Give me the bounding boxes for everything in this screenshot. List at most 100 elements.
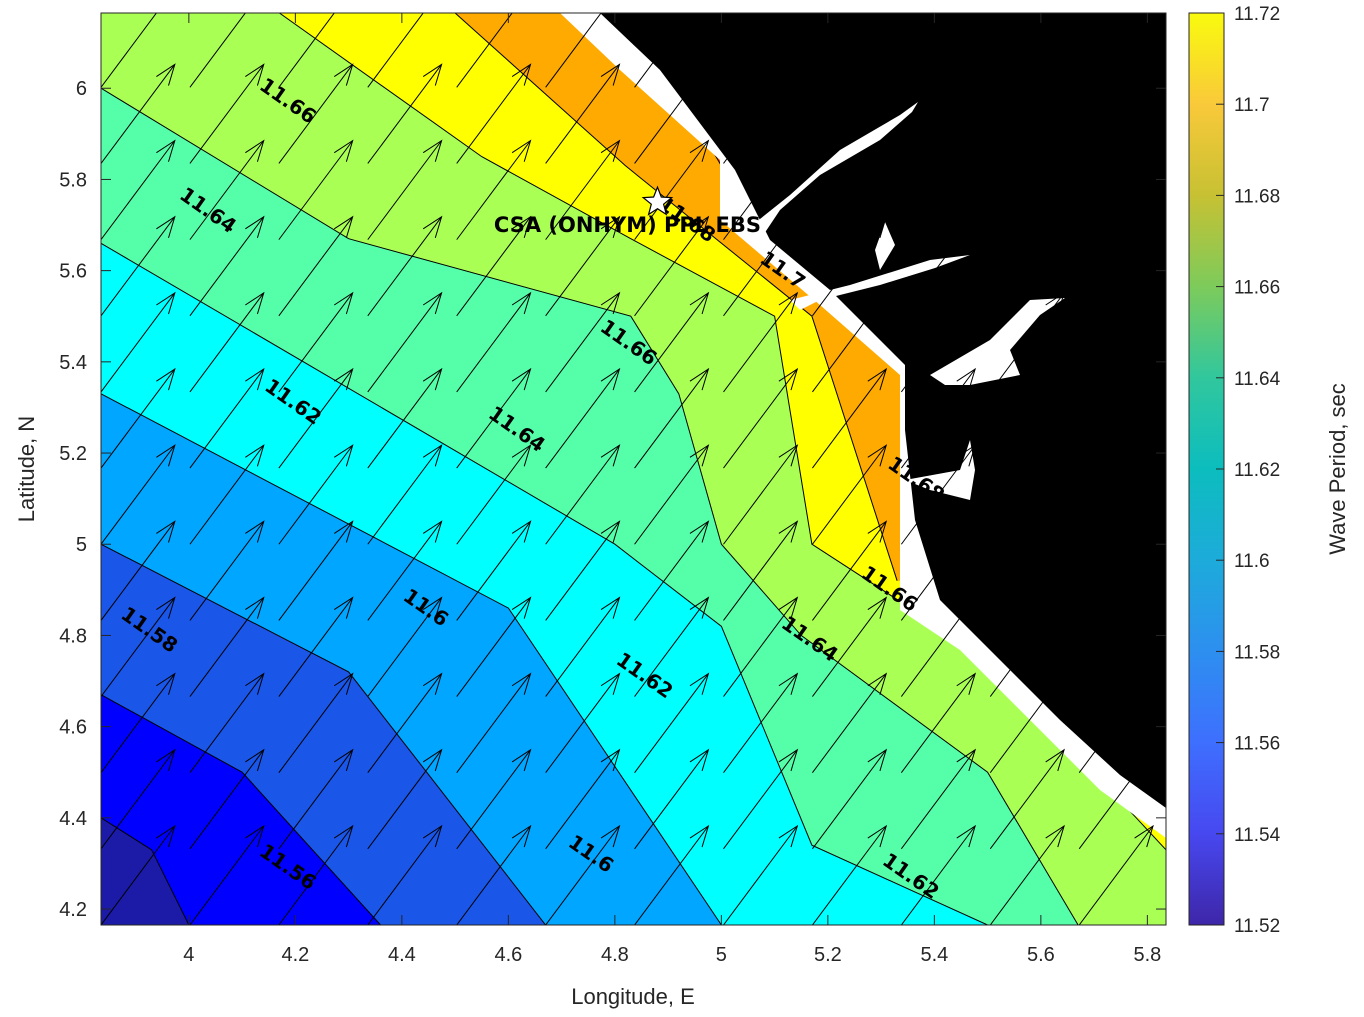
y-tick-label: 4.2	[59, 899, 87, 921]
wave-arrow	[1078, 520, 1154, 621]
y-tick-label: 5.4	[59, 352, 87, 374]
wave-arrow	[723, 444, 799, 545]
wave-arrow	[279, 0, 353, 11]
wave-arrow	[900, 672, 977, 773]
wave-arrow	[634, 215, 710, 317]
wave-arrow	[189, 596, 265, 697]
site-label: CSA (ONHYM) PPL EBS	[494, 213, 761, 237]
colorbar-tick-label: 11.72	[1234, 4, 1280, 25]
wave-arrow	[812, 444, 888, 545]
wave-arrow	[278, 672, 354, 773]
x-tick-label: 5	[716, 944, 727, 966]
site-marker: CSA (ONHYM) PPL EBS	[494, 185, 761, 237]
x-tick-label: 5.2	[814, 944, 842, 966]
wave-arrow	[367, 291, 443, 393]
wave-arrow	[1078, 748, 1154, 850]
wave-arrow	[189, 215, 265, 317]
wave-arrow	[101, 291, 176, 393]
wave-arrow	[1078, 13, 1136, 88]
wave-arrow	[634, 520, 710, 621]
y-tick-label: 4.8	[59, 625, 87, 647]
wave-arrow	[189, 291, 265, 393]
y-tick-label: 5	[76, 534, 87, 556]
wave-arrow	[900, 215, 977, 317]
wave-arrow	[367, 444, 443, 545]
wave-arrow	[278, 291, 354, 393]
wave-arrow	[812, 367, 888, 469]
wave-arrow	[900, 63, 977, 164]
x-axis: 4 4.2 4.4 4.6 4.8 5 5.2 5.4 5.6 5.8	[183, 13, 1161, 966]
wave-arrow	[367, 520, 443, 621]
wave-arrow	[723, 291, 799, 393]
wave-arrow	[812, 139, 888, 240]
wave-arrow	[989, 139, 1065, 240]
wave-arrow	[723, 824, 799, 925]
wave-arrow	[278, 444, 354, 545]
wave-arrow	[900, 444, 977, 545]
wave-arrow	[812, 672, 888, 773]
colorbar-tick-label: 11.7	[1234, 95, 1270, 116]
wave-arrow	[634, 291, 710, 393]
wave-arrow	[1078, 824, 1154, 925]
wave-arrow	[190, 0, 264, 11]
wave-arrow	[189, 444, 265, 545]
river-channel	[930, 298, 1065, 385]
wave-arrow	[723, 672, 799, 773]
x-tick-label: 4.8	[601, 944, 629, 966]
wave-arrow	[989, 444, 1065, 545]
x-tick-label: 4.2	[281, 944, 309, 966]
wave-arrow	[812, 13, 869, 88]
wave-arrow	[456, 291, 532, 393]
wave-arrow	[1078, 596, 1154, 697]
colorbar-tick-label: 11.62	[1234, 460, 1280, 481]
y-tick-label: 5.2	[59, 443, 87, 465]
wave-arrow	[812, 520, 888, 621]
site-star-icon	[641, 185, 674, 216]
wave-arrow	[989, 520, 1065, 621]
wave-arrow	[278, 367, 354, 469]
contour-line	[101, 694, 381, 925]
wave-arrow	[456, 367, 532, 469]
wave-arrow	[723, 13, 780, 88]
wave-arrow	[101, 13, 158, 88]
wave-arrow	[278, 13, 335, 88]
wave-arrow	[634, 596, 710, 697]
wave-arrow	[635, 0, 709, 11]
wave-arrow	[723, 139, 799, 240]
wave-arrow	[189, 139, 265, 240]
wave-arrow	[101, 0, 175, 11]
wave-arrow	[545, 672, 621, 773]
colorbar-label: Wave Period, sec	[1325, 383, 1350, 555]
wave-arrow	[634, 139, 710, 240]
wave-arrow	[812, 291, 888, 393]
wave-arrow	[545, 63, 621, 164]
wave-arrow	[812, 63, 888, 164]
wave-arrow	[1078, 291, 1154, 393]
y-tick-label: 5.6	[59, 261, 87, 283]
wave-arrow	[634, 444, 710, 545]
wave-arrow	[1078, 367, 1154, 469]
wave-arrow	[989, 672, 1065, 773]
wave-arrow	[1079, 0, 1153, 11]
river-channel	[740, 102, 918, 240]
wave-arrow	[634, 13, 691, 88]
colorbar-tick-label: 11.66	[1234, 278, 1280, 299]
wave-arrow	[1078, 672, 1154, 773]
x-tick-label: 5.6	[1027, 944, 1055, 966]
wave-arrow	[456, 520, 532, 621]
x-tick-label: 4.6	[494, 944, 522, 966]
wave-arrow	[278, 596, 354, 697]
wave-arrow	[456, 596, 532, 697]
wave-arrow	[812, 215, 888, 317]
wave-arrow	[367, 63, 443, 164]
wave-arrow	[989, 291, 1065, 393]
contour-line	[454, 13, 898, 581]
wave-arrow	[989, 748, 1065, 850]
wave-arrow	[545, 13, 602, 88]
x-tick-label: 5.8	[1133, 944, 1161, 966]
wave-arrow	[989, 63, 1065, 164]
y-tick-label: 4.4	[59, 808, 87, 830]
wave-arrow	[278, 139, 354, 240]
wave-arrow	[634, 672, 710, 773]
